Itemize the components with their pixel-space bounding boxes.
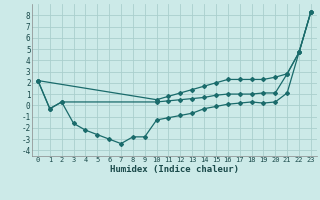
X-axis label: Humidex (Indice chaleur): Humidex (Indice chaleur) [110,165,239,174]
